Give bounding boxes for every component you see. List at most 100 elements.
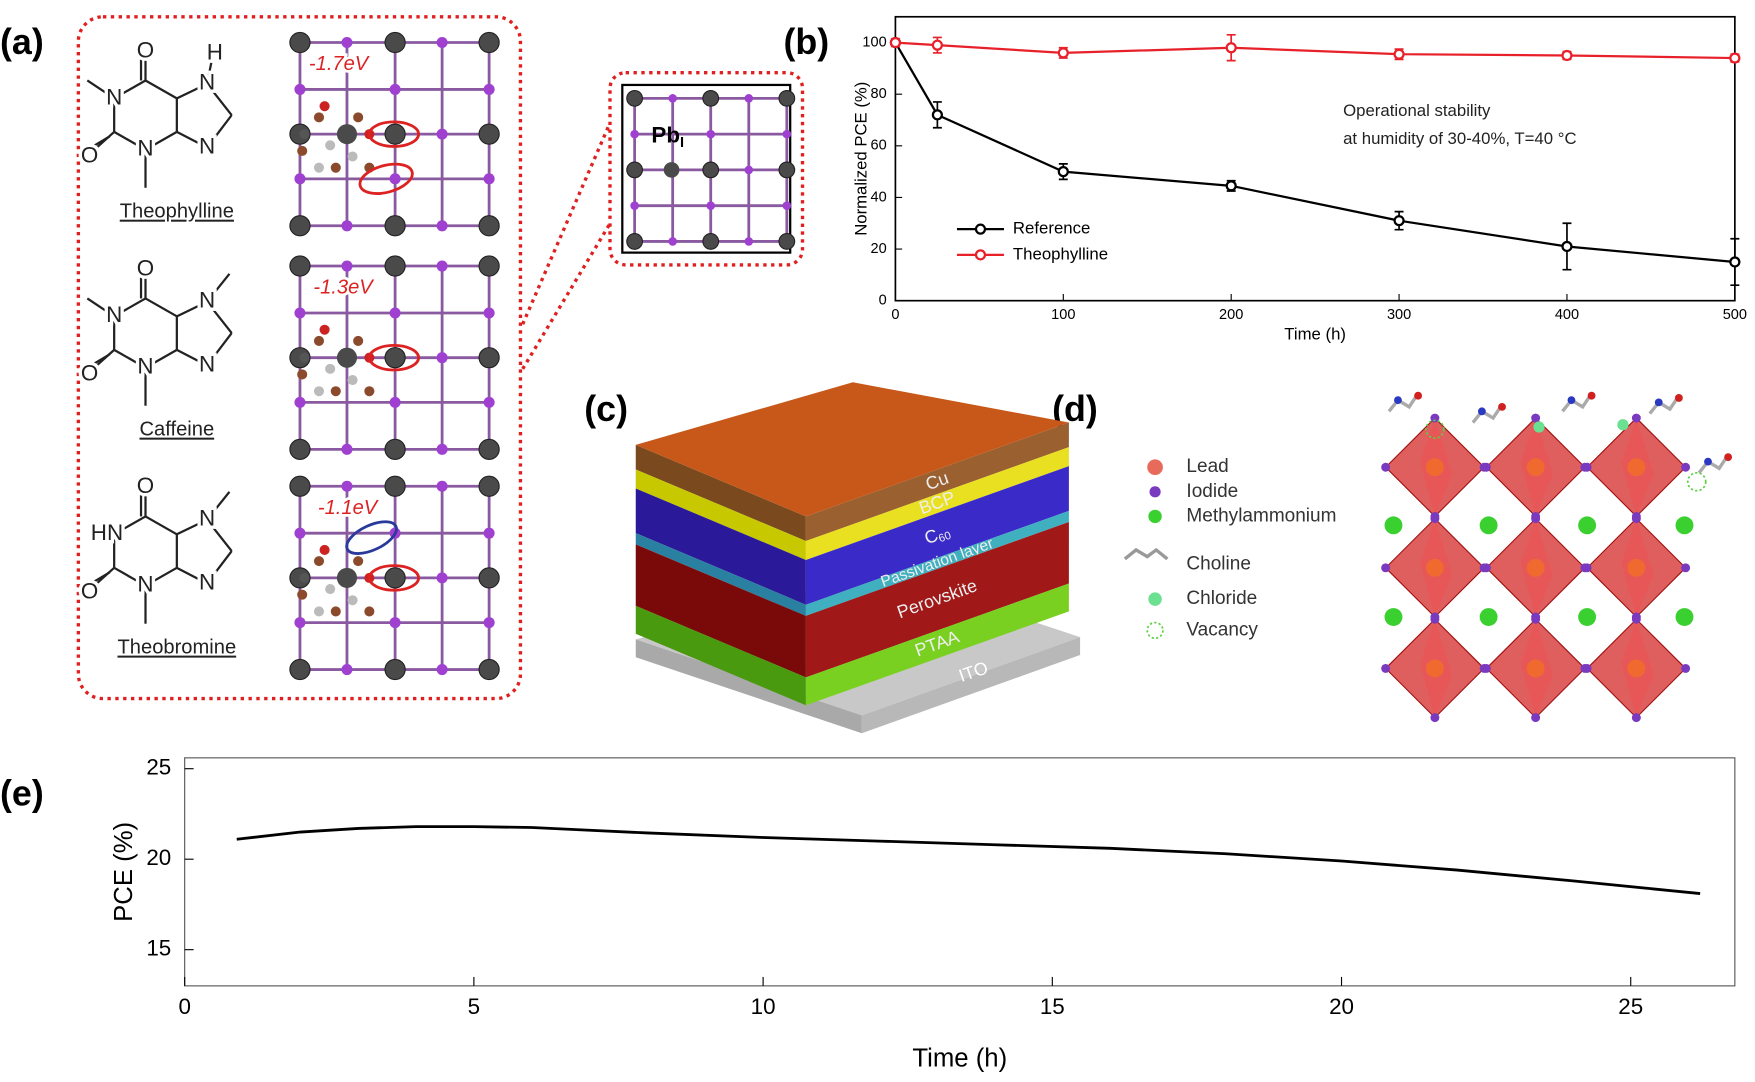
iodide-atom (782, 129, 792, 139)
x-tick-label: 25 (1618, 994, 1643, 1019)
iodide-atom (436, 220, 448, 232)
lead-atom (778, 161, 796, 179)
series-line (236, 825, 1701, 895)
bond (206, 301, 233, 334)
ma-atom (1578, 516, 1597, 535)
lead-atom (1627, 558, 1646, 577)
chloride-atom (1617, 419, 1629, 431)
data-point (1225, 180, 1237, 192)
layer-text: C (922, 525, 941, 548)
interaction-ring (367, 564, 421, 592)
lead-atom (289, 475, 311, 497)
iodide-atom (294, 527, 306, 539)
iodide-atom (1531, 614, 1541, 624)
x-axis-label: Time (h) (1284, 325, 1346, 344)
legend-label: Methylammonium (1186, 505, 1336, 526)
iodide-atom (1531, 514, 1541, 524)
interaction-ring (367, 343, 421, 372)
defect-label: PbI (651, 122, 684, 151)
iodide-atom (1430, 614, 1440, 624)
adsorbed-atom (297, 145, 308, 156)
ito-side (635, 639, 862, 734)
iodide-atom (436, 572, 448, 584)
iodide-atom (706, 129, 716, 139)
lead-atom (1425, 558, 1444, 577)
x-tick-label: 500 (1723, 307, 1747, 323)
lead-atom (478, 347, 500, 369)
choline-n (1567, 396, 1576, 405)
iodide-atom (1681, 462, 1691, 472)
atom-label: O (137, 255, 154, 280)
layer-right (805, 510, 1069, 616)
adsorbed-atom (313, 162, 325, 173)
interaction-ring (358, 162, 414, 195)
lead-atom (384, 255, 406, 277)
adsorbed-atom (319, 544, 330, 555)
lead-atom (289, 31, 311, 54)
adsorbed-atom (313, 386, 325, 397)
legend-marker (1148, 509, 1162, 524)
iodide-atom (483, 527, 495, 539)
x-axis-label: Time (h) (912, 1044, 1007, 1072)
choline (1648, 394, 1681, 415)
lead-atom (384, 567, 406, 589)
atom-label: N (106, 84, 122, 109)
vacancy (1687, 471, 1707, 492)
x-tick-label: 0 (178, 994, 190, 1019)
lead-atom (778, 233, 796, 250)
layer-right (805, 447, 1069, 561)
panel-a-frame (76, 15, 523, 701)
adsorbed-atom (330, 162, 341, 173)
panel-label: (e) (0, 773, 44, 813)
x-tick-label: 100 (1051, 307, 1075, 323)
bond (144, 566, 178, 587)
bond (113, 297, 147, 318)
atom-label: HN (91, 520, 123, 545)
y-axis-label: PCE (%) (110, 822, 138, 922)
lead-atom (336, 567, 358, 588)
choline (1471, 403, 1504, 424)
bond (144, 348, 178, 369)
panel-label: (a) (0, 22, 44, 62)
bond (144, 297, 178, 318)
iodide-atom (389, 307, 401, 319)
lead-atom (289, 215, 311, 237)
iodide-atom (436, 664, 448, 676)
bond (205, 55, 214, 85)
bond (176, 518, 208, 536)
iodide-atom (1631, 413, 1641, 423)
atom-label: O (137, 473, 154, 498)
adsorbed-atom (353, 112, 364, 123)
bond (113, 515, 147, 536)
lead-atom (289, 255, 311, 277)
iodide-atom (1430, 713, 1440, 723)
iodide-atom (483, 617, 495, 629)
adsorbed-atom (325, 363, 336, 374)
lead-atom (626, 233, 644, 250)
iodide-atom (744, 237, 754, 246)
ma-atom (1578, 608, 1597, 626)
defect-text: Pb (651, 122, 680, 147)
adsorbed-atom (325, 584, 336, 595)
x-tick-label: 5 (468, 994, 480, 1019)
lead-atom (478, 31, 500, 54)
zoom-lattice (626, 89, 796, 250)
y-tick-label: 20 (146, 845, 171, 870)
bond (206, 491, 231, 521)
iodide-atom (1681, 663, 1691, 673)
adsorbed-atom (297, 589, 308, 600)
molecule-name: Theobromine (118, 637, 237, 659)
lead-atom (778, 89, 796, 107)
data-point (1729, 52, 1741, 64)
ma-atom (1675, 608, 1694, 626)
legend-marker (1148, 592, 1162, 606)
bond (176, 566, 208, 585)
bond (176, 130, 208, 149)
bond (86, 79, 115, 100)
ma-atom (1479, 608, 1498, 626)
atom-label: N (199, 70, 215, 95)
iodide-atom (294, 617, 306, 629)
